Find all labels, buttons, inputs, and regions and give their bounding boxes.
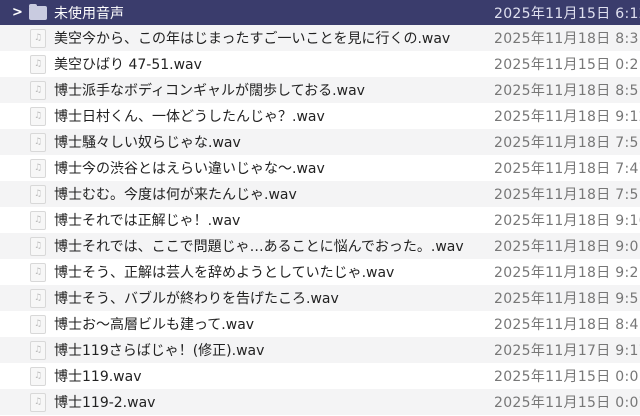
file-row[interactable]: ♫ 博士そう、バブルが終わりを告げたころ.wav 2025年11月18日 9:5	[0, 285, 640, 311]
audio-file-icon: ♫	[30, 237, 46, 256]
file-row[interactable]: ♫ 博士それでは正解じゃ！.wav 2025年11月18日 9:10	[0, 207, 640, 233]
file-name: 博士騒々しい奴らじゃな.wav	[54, 135, 241, 151]
folder-row[interactable]: > 未使用音声 2025年11月15日 6:12	[0, 0, 640, 25]
file-row[interactable]: ♫ 博士そう、正解は芸人を辞めようとしていたじゃ.wav 2025年11月18日…	[0, 259, 640, 285]
folder-name: 未使用音声	[54, 5, 124, 22]
audio-file-icon: ♫	[30, 211, 46, 230]
folder-icon	[29, 4, 47, 20]
file-name: 美空ひばり 47-51.wav	[54, 57, 202, 73]
audio-file-icon: ♫	[30, 55, 46, 74]
file-date: 2025年11月18日 7:5	[494, 135, 639, 151]
file-row[interactable]: ♫ 博士むむ。今度は何が来たんじゃ.wav 2025年11月18日 7:5	[0, 181, 640, 207]
file-row[interactable]: ♫ 博士日村くん、一体どうしたんじゃ？.wav 2025年11月18日 9:12	[0, 103, 640, 129]
audio-file-icon: ♫	[30, 289, 46, 308]
file-row[interactable]: ♫ 博士騒々しい奴らじゃな.wav 2025年11月18日 7:5	[0, 129, 640, 155]
file-name: 博士むむ。今度は何が来たんじゃ.wav	[54, 187, 297, 203]
file-date: 2025年11月18日 7:47	[494, 161, 640, 177]
file-date: 2025年11月18日 8:4	[494, 317, 639, 333]
file-name: 博士それでは正解じゃ！.wav	[54, 213, 241, 229]
file-name: 博士そう、正解は芸人を辞めようとしていたじゃ.wav	[54, 265, 395, 281]
file-name: 博士119さらばじゃ！(修正).wav	[54, 343, 265, 359]
file-date: 2025年11月18日 9:2	[494, 265, 639, 281]
file-date: 2025年11月15日 0:0	[494, 369, 639, 385]
file-date: 2025年11月18日 9:12	[494, 109, 640, 125]
audio-file-icon: ♫	[30, 341, 46, 360]
file-date: 2025年11月18日 9:10	[494, 213, 640, 229]
file-name: 博士119.wav	[54, 369, 142, 385]
file-name: 博士それでは、ここで問題じゃ…あることに悩んでおった。.wav	[54, 239, 464, 255]
file-row[interactable]: ♫ 博士119さらばじゃ！(修正).wav 2025年11月17日 9:17	[0, 337, 640, 363]
audio-file-icon: ♫	[30, 263, 46, 282]
audio-file-icon: ♫	[30, 393, 46, 412]
file-date: 2025年11月15日 0:07	[494, 395, 640, 411]
file-row[interactable]: ♫ 美空ひばり 47-51.wav 2025年11月15日 0:2	[0, 51, 640, 77]
folder-date: 2025年11月15日 6:12	[494, 5, 640, 22]
audio-file-icon: ♫	[30, 315, 46, 334]
file-name: 博士お〜高層ビルも建って.wav	[54, 317, 255, 333]
file-name: 博士そう、バブルが終わりを告げたころ.wav	[54, 291, 339, 307]
chevron-right-icon[interactable]: >	[12, 5, 23, 20]
file-date: 2025年11月17日 9:17	[494, 343, 640, 359]
file-row[interactable]: ♫ 博士今の渋谷とはえらい違いじゃな〜.wav 2025年11月18日 7:47	[0, 155, 640, 181]
file-date: 2025年11月18日 8:3	[494, 31, 639, 47]
audio-file-icon: ♫	[30, 367, 46, 386]
file-row[interactable]: ♫ 博士それでは、ここで問題じゃ…あることに悩んでおった。.wav 2025年1…	[0, 233, 640, 259]
file-date: 2025年11月18日 9:5	[494, 291, 639, 307]
file-name: 博士派手なボディコンギャルが闊歩しておる.wav	[54, 83, 365, 99]
file-name: 博士日村くん、一体どうしたんじゃ？.wav	[54, 109, 325, 125]
audio-file-icon: ♫	[30, 29, 46, 48]
file-row[interactable]: ♫ 博士119.wav 2025年11月15日 0:0	[0, 363, 640, 389]
file-name: 美空今から、この年はじまったすご一いことを見に行くの.wav	[54, 31, 451, 47]
file-name: 博士119-2.wav	[54, 395, 156, 411]
file-row[interactable]: ♫ 美空今から、この年はじまったすご一いことを見に行くの.wav 2025年11…	[0, 25, 640, 51]
file-date: 2025年11月18日 7:5	[494, 187, 639, 203]
audio-file-icon: ♫	[30, 159, 46, 178]
file-date: 2025年11月18日 9:0	[494, 239, 639, 255]
audio-file-icon: ♫	[30, 107, 46, 126]
file-row[interactable]: ♫ 博士119-2.wav 2025年11月15日 0:07	[0, 389, 640, 415]
file-row[interactable]: ♫ 博士派手なボディコンギャルが闊歩しておる.wav 2025年11月18日 8…	[0, 77, 640, 103]
file-date: 2025年11月15日 0:2	[494, 57, 639, 73]
audio-file-icon: ♫	[30, 81, 46, 100]
file-date: 2025年11月18日 8:5	[494, 83, 639, 99]
audio-file-icon: ♫	[30, 185, 46, 204]
audio-file-icon: ♫	[30, 133, 46, 152]
file-row[interactable]: ♫ 博士お〜高層ビルも建って.wav 2025年11月18日 8:4	[0, 311, 640, 337]
file-name: 博士今の渋谷とはえらい違いじゃな〜.wav	[54, 161, 325, 177]
